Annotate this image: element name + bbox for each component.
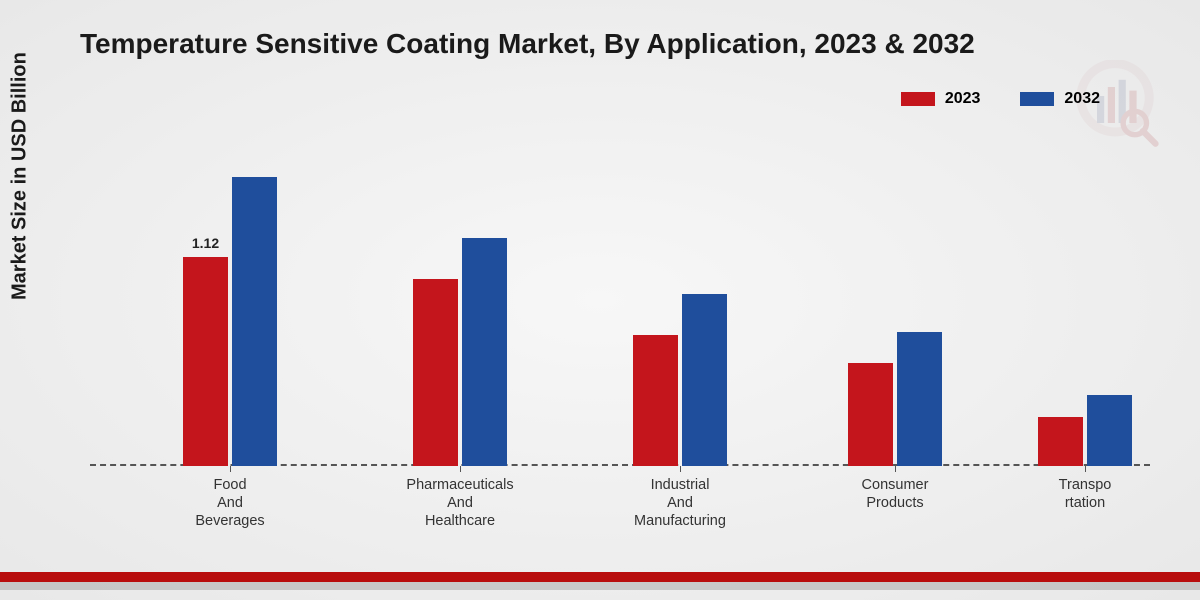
legend-item-2032: 2032	[1020, 90, 1100, 108]
bar-group-pharma	[413, 238, 507, 466]
bar-indust-2023	[633, 335, 678, 466]
bar-group-consumer	[848, 332, 942, 466]
x-label-consumer: Consumer Products	[815, 476, 975, 512]
bar-group-indust	[633, 294, 727, 466]
footer-bar	[0, 572, 1200, 582]
legend-label-2032: 2032	[1064, 90, 1100, 108]
bar-consumer-2023	[848, 363, 893, 466]
chart-title: Temperature Sensitive Coating Market, By…	[80, 28, 975, 60]
x-label-indust: Industrial And Manufacturing	[600, 476, 760, 530]
bar-pharma-2032	[462, 238, 507, 466]
bar-indust-2032	[682, 294, 727, 466]
bar-group-food: 1.12	[183, 177, 277, 466]
datalabel: 1.12	[192, 235, 219, 251]
bar-pharma-2023	[413, 279, 458, 466]
bar-food-2023: 1.12	[183, 257, 228, 466]
x-tick	[895, 466, 896, 472]
legend-item-2023: 2023	[901, 90, 981, 108]
x-axis-labels: Food And Beverages Pharmaceuticals And He…	[90, 470, 1150, 550]
bar-group-transpo	[1038, 395, 1132, 466]
y-axis-label: Market Size in USD Billion	[9, 52, 32, 300]
x-tick	[1085, 466, 1086, 472]
plot-area: 1.12	[90, 130, 1150, 466]
legend: 2023 2032	[901, 90, 1100, 108]
bar-transpo-2032	[1087, 395, 1132, 466]
legend-swatch-2032	[1020, 92, 1054, 106]
x-tick	[230, 466, 231, 472]
x-label-food: Food And Beverages	[150, 476, 310, 530]
bar-food-2032	[232, 177, 277, 466]
x-label-pharma: Pharmaceuticals And Healthcare	[380, 476, 540, 530]
legend-swatch-2023	[901, 92, 935, 106]
bar-transpo-2023	[1038, 417, 1083, 466]
legend-label-2023: 2023	[945, 90, 981, 108]
footer-shadow	[0, 582, 1200, 590]
bar-consumer-2032	[897, 332, 942, 466]
x-tick	[460, 466, 461, 472]
x-tick	[680, 466, 681, 472]
x-label-transpo: Transpo rtation	[1005, 476, 1165, 512]
